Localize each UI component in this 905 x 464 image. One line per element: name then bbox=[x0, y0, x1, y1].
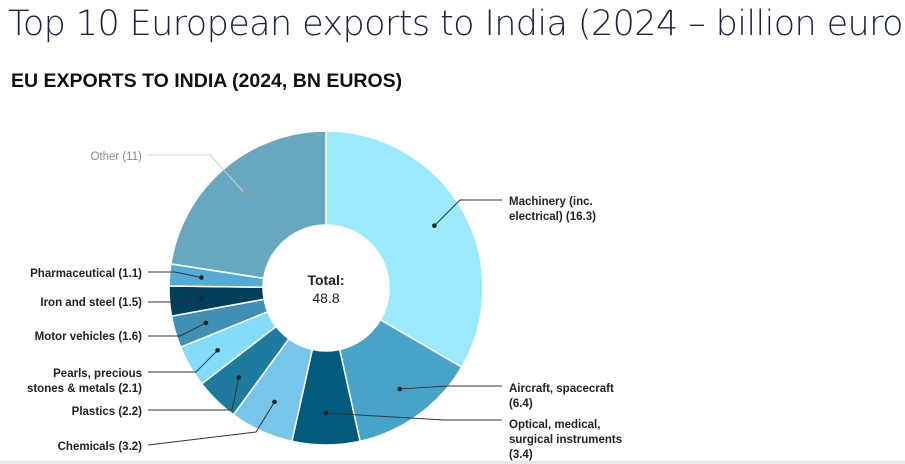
leader-dot-motor-vehicles bbox=[203, 320, 209, 326]
leader-line-iron-and-steel bbox=[148, 297, 202, 303]
slice-other[interactable] bbox=[170, 130, 327, 280]
leader-line-chemicals bbox=[147, 401, 275, 446]
leader-dot-plastics bbox=[236, 375, 242, 380]
page-title: Top 10 European exports to India (2024 –… bbox=[8, 4, 905, 44]
chart-title: EU EXPORTS TO INDIA (2024, BN EUROS) bbox=[11, 70, 403, 92]
leader-line-machinery-inc-electrical bbox=[434, 199, 502, 227]
slice-aircraft-spacecraft[interactable] bbox=[338, 318, 463, 443]
data-label-aircraft-spacecraft: Aircraft, spacecraft (6.4) bbox=[509, 383, 614, 410]
leader-dot-pearls-precious-stones-metals bbox=[215, 347, 220, 353]
data-label-other: Other (11) bbox=[90, 151, 142, 163]
leader-dot-optical-medical-surgical-instruments bbox=[323, 410, 329, 416]
leader-dot-machinery-inc-electrical bbox=[432, 223, 437, 229]
data-label-plastics: Plastics (2.2) bbox=[72, 406, 142, 418]
data-label-iron-and-steel: Iron and steel (1.5) bbox=[40, 297, 142, 309]
leader-line-aircraft-spacecraft bbox=[399, 385, 502, 390]
leader-line-plastics bbox=[148, 377, 240, 411]
leader-line-other bbox=[148, 154, 246, 194]
data-label-pearls-precious-stones-metals: Pearls, precious stones & metals (2.1) bbox=[27, 368, 142, 395]
leader-line-pearls-precious-stones-metals bbox=[148, 349, 218, 373]
data-label-pharmaceutical: Pharmaceutical (1.1) bbox=[30, 268, 142, 280]
slice-machinery-inc-electrical[interactable] bbox=[325, 130, 484, 369]
bottom-divider bbox=[0, 461, 905, 464]
data-label-optical-medical-surgical-instruments: Optical, medical, surgical instruments (3.… bbox=[509, 419, 622, 461]
center-total-value: 48.8 bbox=[312, 290, 339, 306]
data-label-motor-vehicles: Motor vehicles (1.6) bbox=[35, 331, 143, 343]
leader-dot-iron-and-steel bbox=[199, 296, 204, 301]
leader-line-pharmaceutical bbox=[148, 271, 202, 279]
center-total-label: Total: bbox=[307, 272, 344, 288]
leader-line-motor-vehicles bbox=[148, 322, 207, 337]
leader-dot-chemicals bbox=[272, 399, 277, 405]
data-label-chemicals: Chemicals (3.2) bbox=[58, 441, 143, 453]
leader-dot-other bbox=[242, 190, 247, 196]
data-label-machinery-inc-electrical: Machinery (inc. electrical) (16.3) bbox=[509, 196, 596, 223]
leader-dot-aircraft-spacecraft bbox=[397, 386, 403, 392]
leader-line-optical-medical-surgical-instruments bbox=[325, 412, 502, 421]
leader-dot-pharmaceutical bbox=[199, 275, 204, 280]
